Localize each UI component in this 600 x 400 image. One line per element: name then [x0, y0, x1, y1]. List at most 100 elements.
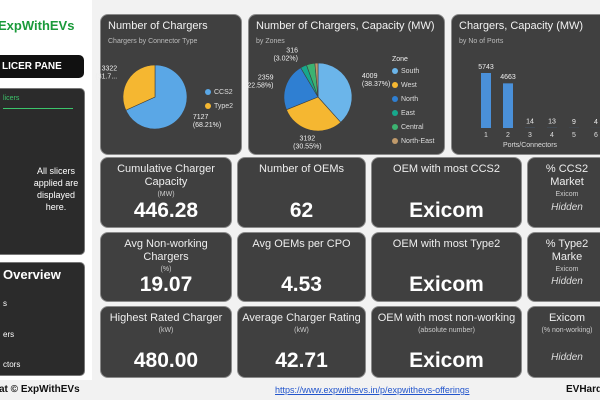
kpi-title: Cumulative Charger Capacity: [117, 163, 215, 188]
legend-label: East: [401, 110, 415, 117]
kpi-title: OEM with most CCS2: [393, 163, 500, 175]
legend-label: South: [401, 68, 419, 75]
data-label: 4: [594, 119, 598, 126]
kpi-card: % Type2 Marke Exicom Hidden: [527, 232, 600, 302]
kpi-title: % Type2 Marke: [545, 238, 589, 263]
kpi-title: Number of OEMs: [259, 163, 344, 175]
kpi-title: OEM with most non-working: [377, 312, 516, 324]
overview-panel: Overview s ers ctors: [0, 262, 85, 376]
chart-subtitle: Chargers by Connector Type: [108, 38, 197, 45]
data-label: 2359: [258, 75, 274, 82]
kpi-value: Exicom: [409, 199, 484, 222]
kpi-card: Avg Non-working Chargers (%) 19.07: [100, 232, 232, 302]
kpi-value: Hidden: [551, 276, 583, 287]
brand: ExpWithEVs: [0, 18, 75, 33]
legend-label: North: [401, 96, 418, 103]
kpi-unit: (%): [160, 266, 172, 273]
kpi-unit: (kW): [294, 327, 309, 334]
data-label: 5743: [478, 64, 494, 71]
chart-title: Number of Chargers, Capacity (MW): [256, 20, 435, 32]
kpi-unit: (% non-working): [541, 327, 593, 334]
kpi-value: 62: [289, 199, 314, 222]
kpi-value: 480.00: [133, 349, 199, 372]
overview-title: Overview: [3, 267, 61, 282]
data-label: 13: [548, 119, 556, 126]
bar: [481, 73, 491, 128]
kpi-value: 4.53: [281, 273, 322, 296]
legend-marker: [205, 103, 211, 109]
legend-marker: [392, 82, 398, 88]
data-label: (68.21%): [193, 122, 221, 129]
x-tick-label: 4: [550, 132, 554, 139]
x-tick-label: 2: [506, 132, 510, 139]
chart-subtitle: by Zones: [256, 38, 285, 45]
kpi-unit: Exicom: [555, 266, 579, 273]
divider: [3, 108, 73, 109]
legend-label: Type2: [214, 103, 233, 110]
legend-label: West: [401, 82, 417, 89]
legend-marker: [392, 68, 398, 74]
legend-label: CCS2: [214, 89, 233, 96]
pie-slice: [286, 96, 342, 132]
kpi-card: OEM with most non-working (absolute numbe…: [371, 306, 522, 378]
chart-title: Number of Chargers: [108, 20, 208, 32]
kpi-card: OEM with most Type2 Exicom: [371, 232, 522, 302]
kpi-title: OEM with most Type2: [392, 238, 501, 250]
data-label: 14: [526, 119, 534, 126]
data-label: 9: [572, 119, 576, 126]
kpi-title: % CCS2 Market: [545, 163, 589, 188]
data-label: (31.7...: [95, 73, 117, 80]
data-label: (22.58%): [245, 83, 273, 90]
slicer-pane[interactable]: LICER PANE: [0, 55, 84, 78]
pie-slice: [314, 62, 319, 98]
data-label: 4663: [500, 74, 516, 81]
slicers-title: licers: [3, 95, 20, 102]
kpi-title: Avg OEMs per CPO: [252, 238, 351, 250]
data-label: 3192: [300, 136, 316, 143]
kpi-value: Hidden: [551, 352, 583, 363]
overview-item[interactable]: s: [3, 299, 7, 308]
legend-marker: [392, 124, 398, 130]
legend-marker: [392, 96, 398, 102]
data-label: (30.55%): [293, 144, 321, 151]
x-tick-label: 3: [528, 132, 532, 139]
kpi-title: Average Charger Rating: [242, 312, 361, 324]
legend-title: Zone: [392, 56, 408, 63]
pie-slice: [317, 62, 353, 123]
kpi-value: Exicom: [409, 273, 484, 296]
kpi-value: 19.07: [139, 273, 193, 296]
kpi-card: % CCS2 Market Exicom Hidden: [527, 157, 600, 228]
kpi-card: Avg OEMs per CPO 4.53: [237, 232, 366, 302]
x-axis-label: Ports/Connectors: [503, 142, 558, 149]
overview-item[interactable]: ctors: [3, 360, 21, 369]
kpi-card: OEM with most CCS2 Exicom: [371, 157, 522, 228]
kpi-unit: Exicom: [555, 191, 579, 198]
legend-marker: [392, 138, 398, 144]
pie-slice: [125, 64, 188, 130]
data-label: (38.37%): [362, 81, 390, 88]
slicers-panel: licers All slicers applied are displayed…: [0, 88, 85, 255]
kpi-unit: (MW): [157, 191, 175, 198]
footer-right: EVHard: [566, 384, 600, 395]
slicers-note: All slicers applied are displayed here.: [33, 166, 79, 212]
data-label: 3322: [102, 65, 118, 72]
footer-left: at © ExpWithEVs: [0, 384, 80, 395]
kpi-value: Hidden: [551, 202, 583, 213]
kpi-value: 446.28: [133, 199, 199, 222]
kpi-value: Exicom: [409, 349, 484, 372]
pie-slice: [122, 64, 156, 111]
kpi-card: Number of OEMs 62: [237, 157, 366, 228]
legend-label: North-East: [401, 138, 435, 145]
legend-marker: [205, 89, 211, 95]
data-label: (3.02%): [273, 55, 298, 62]
overview-item[interactable]: ers: [3, 330, 15, 339]
kpi-title: Avg Non-working Chargers: [124, 238, 208, 263]
chart-subtitle: by No of Ports: [459, 38, 504, 45]
footer-link[interactable]: https://www.expwithevs.in/p/expwithevs-o…: [275, 385, 470, 395]
chart-title: Chargers, Capacity (MW): [459, 20, 583, 32]
kpi-card: Exicom (% non-working) Hidden: [527, 306, 600, 378]
kpi-title: Exicom: [548, 312, 586, 324]
kpi-title: Highest Rated Charger: [109, 312, 223, 324]
